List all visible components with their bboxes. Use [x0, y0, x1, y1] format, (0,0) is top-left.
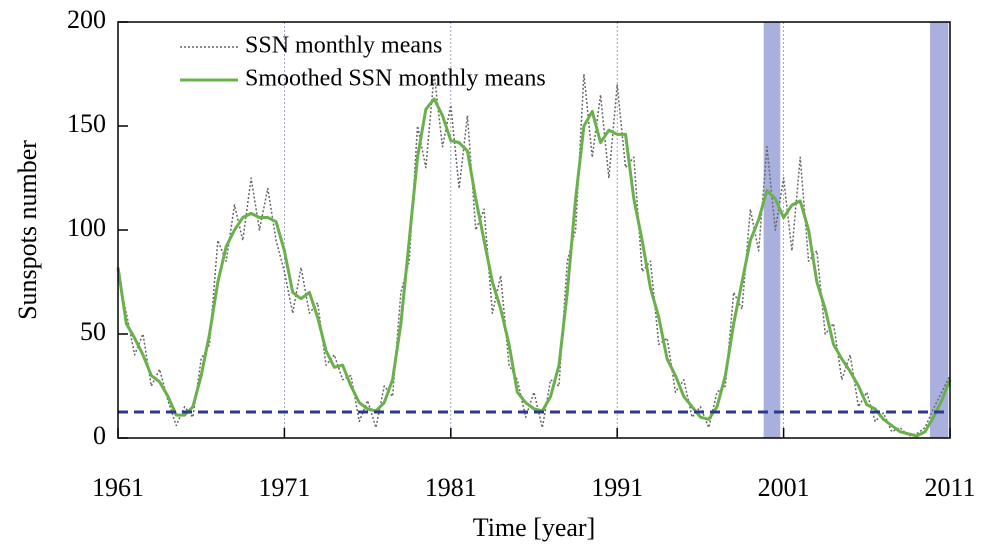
- legend-label: SSN monthly means: [245, 33, 442, 59]
- y-tick-label: 100: [67, 213, 106, 242]
- shaded-region: [930, 22, 949, 438]
- y-tick-label: 50: [80, 317, 106, 346]
- x-tick-label: 1981: [425, 473, 477, 502]
- x-tick-label: 1961: [92, 473, 144, 502]
- y-tick-label: 150: [67, 109, 106, 138]
- x-tick-label: 2001: [758, 473, 810, 502]
- x-tick-label: 2011: [924, 473, 975, 502]
- x-tick-label: 1971: [258, 473, 310, 502]
- series-line: [116, 97, 952, 438]
- series-line: [117, 73, 951, 437]
- x-tick-label: 1991: [591, 473, 643, 502]
- x-axis-label: Time [year]: [473, 513, 596, 542]
- y-tick-label: 200: [67, 5, 106, 34]
- legend-label: Smoothed SSN monthly means: [245, 66, 546, 92]
- plot-frame: [117, 21, 951, 439]
- shaded-region: [763, 22, 781, 438]
- y-axis-label: Sunspots number: [13, 140, 42, 320]
- y-tick-label: 0: [93, 421, 106, 450]
